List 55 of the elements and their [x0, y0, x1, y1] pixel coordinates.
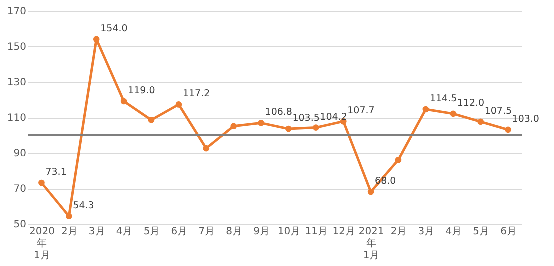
data-label: 154.0	[100, 23, 128, 34]
y-tick-label: 90	[14, 148, 26, 160]
point	[286, 126, 292, 132]
point	[66, 213, 72, 220]
x-tick-label: 2月	[390, 226, 408, 238]
data-label: 106.8	[265, 107, 292, 118]
point	[422, 106, 430, 113]
point	[368, 188, 374, 196]
point	[176, 102, 182, 108]
x-tick-label: 3月	[88, 226, 106, 238]
x-tick-label: 11月	[305, 226, 328, 238]
y-tick-label: 110	[7, 113, 26, 124]
x-tick-label: 2021年1月	[358, 226, 384, 262]
point	[230, 123, 237, 130]
data-label: 73.1	[46, 166, 67, 178]
data-label: 107.7	[348, 106, 375, 117]
y-tick-label: 150	[7, 42, 26, 53]
point	[478, 118, 484, 126]
x-tick-label: 5月	[473, 226, 490, 238]
x-tick-label: 10月	[278, 226, 301, 238]
x-tick-label: 4月	[446, 226, 462, 238]
point	[313, 124, 320, 131]
y-tick-label: 70	[14, 184, 26, 195]
x-tick-label: 5月	[144, 226, 160, 238]
data-label: 117.2	[182, 88, 210, 100]
x-tick-label: 7月	[198, 226, 216, 238]
x-tick-label: 2020年1月	[29, 226, 55, 262]
point	[148, 117, 155, 124]
data-label: 107.5	[484, 106, 512, 117]
point	[93, 36, 100, 43]
point	[505, 126, 512, 134]
data-label: 54.3	[73, 200, 94, 212]
data-label: 112.0	[457, 98, 485, 109]
x-tick-label: 9月	[254, 226, 270, 238]
data-label: 103.5	[292, 113, 320, 124]
x-tick-label: 4月	[116, 226, 133, 238]
point	[395, 156, 402, 164]
x-tick-label: 3月	[418, 226, 435, 238]
data-label: 104.2	[320, 112, 348, 123]
data-label: 119.0	[128, 86, 156, 97]
x-tick-label: 2月	[61, 226, 78, 238]
point	[450, 110, 457, 118]
point	[203, 145, 210, 152]
data-label: 103.0	[512, 114, 540, 125]
y-tick-label: 50	[14, 220, 26, 230]
data-label: 114.5	[430, 94, 458, 105]
point	[258, 120, 264, 126]
x-tick-label: 6月	[500, 226, 517, 238]
x-tick-label: 8月	[226, 226, 243, 238]
y-tick-label: 130	[7, 78, 26, 88]
x-tick-label: 6月	[171, 226, 188, 238]
point	[38, 180, 45, 186]
point	[120, 98, 128, 105]
x-tick-label: 12月	[332, 226, 356, 238]
y-tick-label: 170	[7, 6, 26, 18]
